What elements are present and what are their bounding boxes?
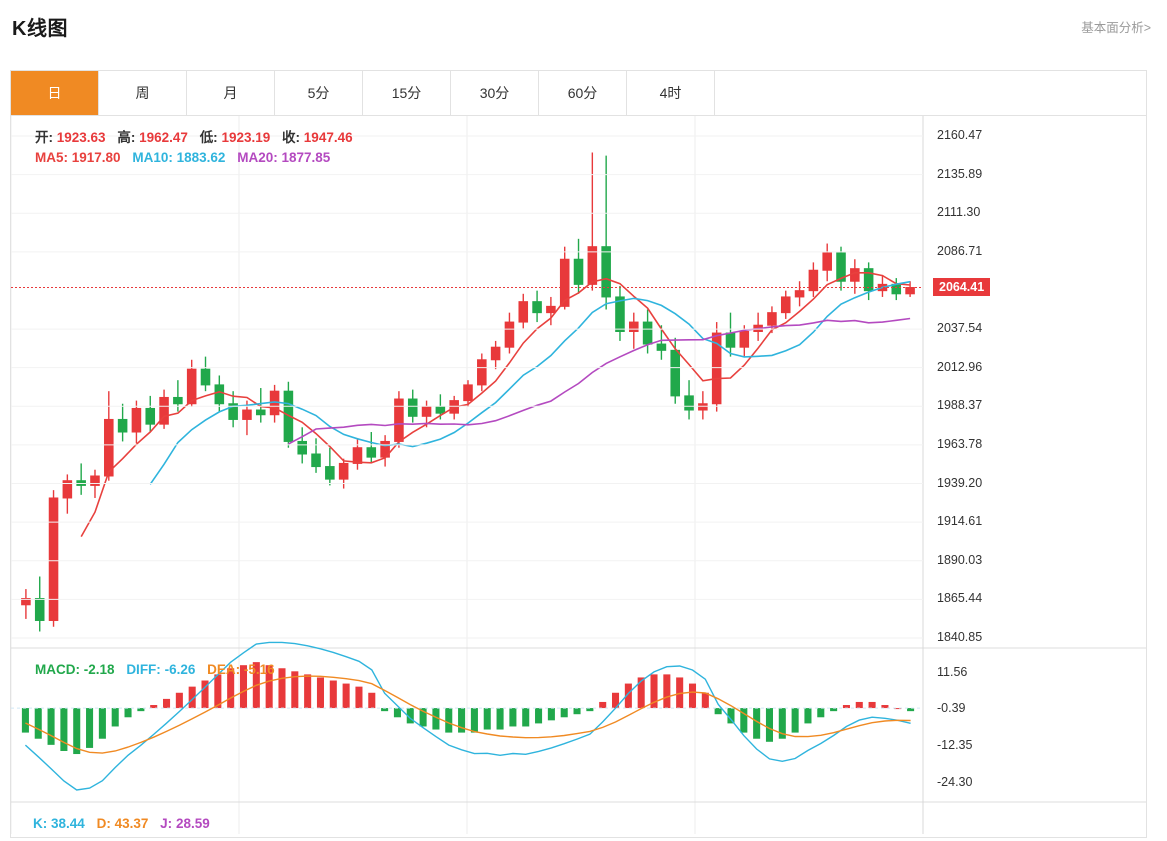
macd-label: MACD: <box>35 662 80 677</box>
kdj-d-label: D: <box>96 816 111 831</box>
price-tick-label: 2160.47 <box>937 128 983 142</box>
current-price-tag: 2064.41 <box>933 277 991 296</box>
tab-day[interactable]: 日 <box>11 71 99 115</box>
diff-value: -6.26 <box>164 662 196 677</box>
dea-label: DEA: <box>207 662 241 677</box>
price-tick-label: 2086.71 <box>937 243 983 258</box>
close-value: 1947.46 <box>303 130 353 145</box>
tab-30min[interactable]: 30分 <box>451 71 539 115</box>
chart-container[interactable]: 开: 1923.63 高: 1962.47 低: 1923.19 收: 1947… <box>10 116 1147 838</box>
macd-legend: MACD: -2.18 DIFF: -6.26 DEA: -5.16 <box>35 662 275 677</box>
tab-15min[interactable]: 15分 <box>363 71 451 115</box>
high-value: 1962.47 <box>139 130 188 145</box>
close-label: 收: <box>282 130 301 145</box>
tab-week[interactable]: 周 <box>99 71 187 115</box>
price-tick-label: 2012.96 <box>937 359 983 374</box>
price-tick-label: 2037.54 <box>937 321 983 336</box>
page-header: K线图 基本面分析> <box>0 0 1167 56</box>
price-tick-label: 1890.03 <box>937 552 983 567</box>
price-tick-label: 2111.30 <box>937 205 981 220</box>
macd-tick-label: -24.30 <box>937 774 973 789</box>
plot-wrap <box>11 116 1146 836</box>
kdj-k-value: 38.44 <box>51 816 85 831</box>
price-tick-label: 1963.78 <box>937 436 983 451</box>
ohlc-legend: 开: 1923.63 高: 1962.47 低: 1923.19 收: 1947… <box>35 128 353 148</box>
tab-60min[interactable]: 60分 <box>539 71 627 115</box>
fundamental-analysis-link[interactable]: 基本面分析> <box>1081 21 1151 35</box>
ma10-label: MA10: <box>132 150 173 165</box>
ma20-label: MA20: <box>237 150 278 165</box>
price-tick-label: 1939.20 <box>937 475 983 490</box>
ma20-value: 1877.85 <box>281 150 331 165</box>
macd-tick-label: -0.39 <box>937 701 966 716</box>
price-tick-label: 1988.37 <box>937 398 983 413</box>
kdj-legend: K: 38.44 D: 43.37 J: 28.59 <box>33 816 210 831</box>
kdj-j-value: 28.59 <box>175 816 210 831</box>
price-tick-label: 1865.44 <box>937 591 983 606</box>
tab-5min[interactable]: 5分 <box>275 71 363 115</box>
macd-value: -2.18 <box>83 662 115 677</box>
ma5-value: 1917.80 <box>71 150 121 165</box>
ma-legend: MA5: 1917.80 MA10: 1883.62 MA20: 1877.85 <box>35 148 330 168</box>
low-value: 1923.19 <box>221 130 271 145</box>
period-tabs: 日 周 月 5分 15分 30分 60分 4时 <box>10 70 1147 116</box>
kdj-j-label: J: <box>160 816 173 831</box>
price-tick-label: 2135.89 <box>937 166 983 181</box>
high-label: 高: <box>117 130 136 145</box>
macd-tick-label: 11.56 <box>937 664 968 679</box>
kdj-k-label: K: <box>33 816 48 831</box>
macd-tick-label: -12.35 <box>937 737 973 752</box>
diff-label: DIFF: <box>126 662 161 677</box>
dea-value: -5.16 <box>243 662 275 677</box>
price-tick-label: 1840.85 <box>937 630 983 644</box>
kdj-d-value: 43.37 <box>114 816 149 831</box>
page-title: K线图 <box>12 18 68 40</box>
ma10-value: 1883.62 <box>176 150 226 165</box>
price-tick-label: 1914.61 <box>937 514 983 529</box>
open-value: 1923.63 <box>56 130 106 145</box>
low-label: 低: <box>199 130 218 145</box>
tab-4hour[interactable]: 4时 <box>627 71 715 115</box>
kline-chart-svg <box>11 116 1146 834</box>
open-label: 开: <box>35 130 53 145</box>
ma5-label: MA5: <box>35 150 68 165</box>
tab-month[interactable]: 月 <box>187 71 275 115</box>
